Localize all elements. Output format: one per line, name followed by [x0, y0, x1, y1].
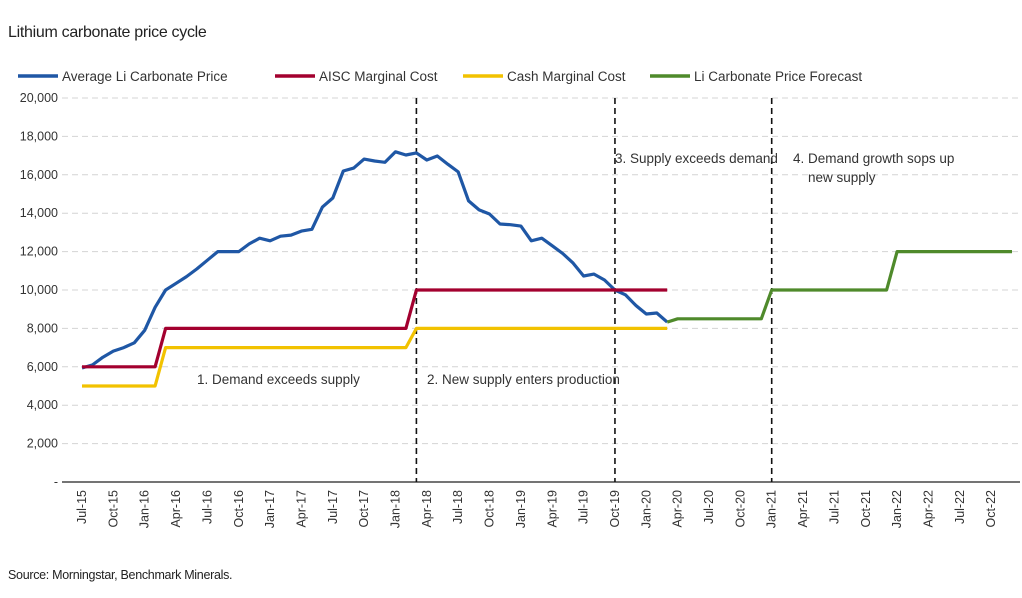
x-tick-label: Jan-16 — [138, 490, 152, 528]
y-tick-label: 4,000 — [27, 398, 58, 412]
legend-label: Li Carbonate Price Forecast — [694, 69, 862, 84]
x-tick-label: Jul-18 — [451, 490, 465, 524]
x-tick-label: Oct-20 — [733, 490, 747, 528]
y-tick-label: 20,000 — [20, 91, 58, 105]
annotation: 3. Supply exceeds demand — [615, 151, 778, 166]
x-tick-label: Jul-16 — [200, 490, 214, 524]
y-tick-label: 10,000 — [20, 283, 58, 297]
series-line-1 — [82, 288, 668, 369]
legend-label: Cash Marginal Cost — [507, 69, 626, 84]
x-tick-label: Apr-21 — [796, 490, 810, 528]
chart-title: Lithium carbonate price cycle — [8, 24, 207, 41]
x-tick-label: Apr-22 — [921, 490, 935, 528]
annotation: 1. Demand exceeds supply — [197, 372, 360, 387]
annotation: new supply — [808, 170, 876, 185]
legend-label: Average Li Carbonate Price — [62, 69, 228, 84]
source-note: Source: Morningstar, Benchmark Minerals. — [8, 568, 233, 582]
series-line-3 — [666, 250, 1012, 324]
x-tick-label: Jul-15 — [75, 490, 89, 524]
x-tick-label: Oct-21 — [859, 490, 873, 528]
x-tick-label: Apr-17 — [294, 490, 308, 528]
x-tick-label: Jan-18 — [389, 490, 403, 528]
y-tick-label: 18,000 — [20, 129, 58, 143]
x-tick-label: Jan-22 — [890, 490, 904, 528]
annotation: 2. New supply enters production — [427, 372, 620, 387]
series-line-2 — [82, 326, 668, 388]
annotation: 4. Demand growth sops up — [793, 151, 954, 166]
y-tick-label: 12,000 — [20, 245, 58, 259]
x-tick-label: Oct-22 — [984, 490, 998, 528]
x-tick-label: Apr-20 — [671, 490, 685, 528]
y-tick-label: 6,000 — [27, 360, 58, 374]
y-tick-label: 2,000 — [27, 437, 58, 451]
x-tick-label: Jul-19 — [577, 490, 591, 524]
x-tick-label: Jul-20 — [702, 490, 716, 524]
x-tick-label: Oct-16 — [232, 490, 246, 528]
x-tick-label: Jan-21 — [765, 490, 779, 528]
series-line-0 — [81, 150, 669, 370]
x-tick-label: Apr-18 — [420, 490, 434, 528]
y-tick-label: 8,000 — [27, 321, 58, 335]
x-tick-label: Jan-20 — [639, 490, 653, 528]
y-tick-label: 16,000 — [20, 168, 58, 182]
y-tick-label: 14,000 — [20, 206, 58, 220]
x-tick-label: Oct-15 — [106, 490, 120, 528]
x-tick-label: Jul-17 — [326, 490, 340, 524]
x-tick-label: Jul-22 — [953, 490, 967, 524]
x-tick-label: Jan-19 — [514, 490, 528, 528]
x-tick-label: Jul-21 — [827, 490, 841, 524]
x-tick-label: Apr-19 — [545, 490, 559, 528]
x-tick-label: Oct-17 — [357, 490, 371, 528]
x-tick-label: Jan-17 — [263, 490, 277, 528]
y-tick-label: - — [54, 475, 58, 489]
x-tick-label: Oct-19 — [608, 490, 622, 528]
x-tick-label: Oct-18 — [483, 490, 497, 528]
x-tick-label: Apr-16 — [169, 490, 183, 528]
legend-label: AISC Marginal Cost — [319, 69, 438, 84]
